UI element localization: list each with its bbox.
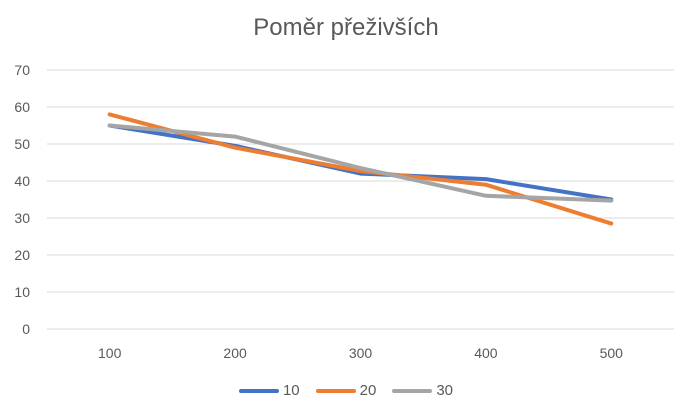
legend-item-20: 20 bbox=[315, 382, 377, 399]
x-tick-label: 400 bbox=[474, 345, 498, 361]
x-tick-label: 300 bbox=[349, 345, 373, 361]
x-tick-label: 100 bbox=[98, 345, 122, 361]
y-tick-label: 70 bbox=[14, 62, 30, 78]
legend: 10 20 30 bbox=[0, 382, 692, 399]
y-tick-label: 20 bbox=[14, 247, 30, 263]
legend-label: 20 bbox=[359, 382, 377, 399]
legend-item-30: 30 bbox=[392, 382, 453, 399]
legend-label: 30 bbox=[436, 382, 454, 399]
y-tick-label: 30 bbox=[14, 210, 30, 226]
legend-swatch-icon bbox=[315, 388, 356, 393]
chart-title: Poměr přeživších bbox=[253, 14, 439, 41]
y-tick-label: 60 bbox=[14, 99, 30, 115]
series-line-30 bbox=[107, 123, 614, 203]
legend-swatch-icon bbox=[392, 388, 433, 393]
y-tick-label: 10 bbox=[14, 284, 30, 300]
legend-swatch-icon bbox=[238, 388, 279, 393]
series-line-10 bbox=[107, 123, 614, 202]
y-tick-label: 40 bbox=[14, 173, 30, 189]
legend-item-10: 10 bbox=[238, 382, 300, 399]
y-tick-label: 50 bbox=[14, 136, 30, 152]
x-tick-label: 200 bbox=[223, 345, 247, 361]
legend-label: 10 bbox=[282, 382, 300, 399]
y-tick-label: 0 bbox=[22, 321, 30, 337]
x-tick-label: 500 bbox=[600, 345, 624, 361]
